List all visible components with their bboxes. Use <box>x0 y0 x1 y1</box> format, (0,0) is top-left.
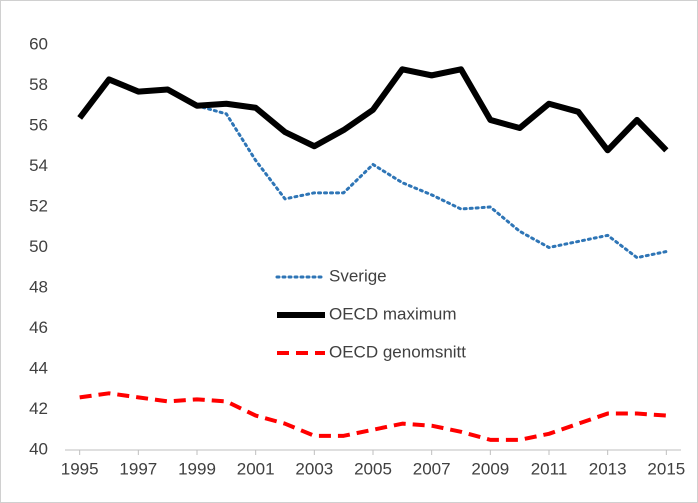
y-tick-label: 56 <box>29 115 48 134</box>
y-tick-label: 48 <box>29 277 48 296</box>
x-tick-label: 2013 <box>589 459 627 478</box>
y-tick-label: 40 <box>29 439 48 458</box>
x-tick-label: 1997 <box>119 459 157 478</box>
x-tick-label: 2001 <box>237 459 275 478</box>
legend-label: OECD maximum <box>329 304 457 323</box>
line-series <box>77 66 669 154</box>
y-tick-label: 54 <box>29 156 48 175</box>
legend-label: Sverige <box>329 266 387 285</box>
y-tick-label: 50 <box>29 237 48 256</box>
legend-label: OECD genomsnitt <box>329 342 466 361</box>
line-series <box>195 104 668 260</box>
x-tick-label: 2011 <box>531 459 568 478</box>
y-tick-label: 58 <box>29 75 48 94</box>
y-tick-label: 46 <box>29 318 48 337</box>
x-tick-label: 2015 <box>647 459 685 478</box>
x-tick-label: 2005 <box>354 459 392 478</box>
x-tick-label: 2007 <box>413 459 451 478</box>
x-tick-label: 1999 <box>178 459 216 478</box>
y-tick-label: 44 <box>29 358 48 377</box>
y-tick-label: 60 <box>29 34 48 53</box>
y-tick-label: 52 <box>29 196 48 215</box>
x-tick-label: 1995 <box>61 459 99 478</box>
x-tick-label: 2003 <box>295 459 333 478</box>
line-series <box>79 391 667 442</box>
x-tick-label: 2009 <box>471 459 509 478</box>
y-tick-label: 42 <box>29 399 48 418</box>
